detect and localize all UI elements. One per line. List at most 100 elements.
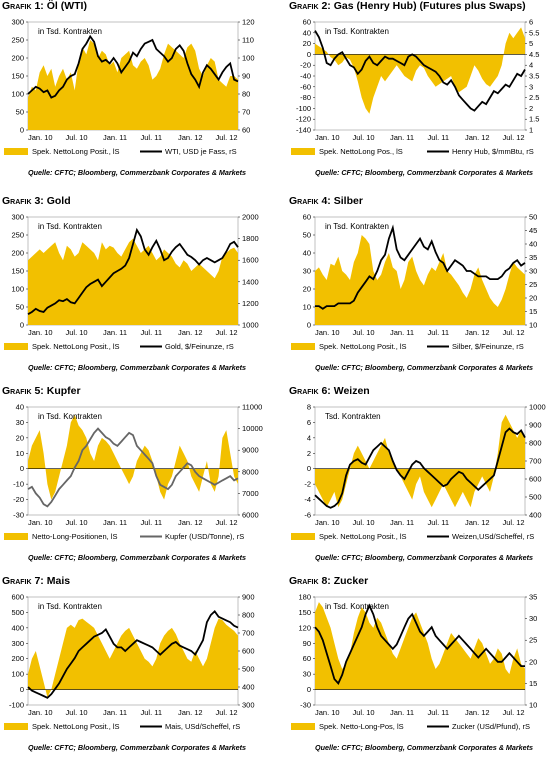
x-axis-tick-label: Jan. 10	[28, 708, 53, 717]
chart-panel-7: Grafik 7: Mais -100 0 100 200 300 400 500 600 300…	[0, 575, 270, 765]
left-axis-tick-label: 300	[11, 639, 24, 648]
right-axis-tick-label: 70	[242, 108, 250, 117]
x-axis-tick-label: Jan. 10	[315, 518, 340, 527]
x-axis-tick-label: Jul. 11	[141, 328, 163, 337]
left-axis-tick-label: 6	[307, 418, 311, 427]
chart-title: Grafik 2: Gas (Henry Hub) (Futures plus …	[289, 0, 526, 12]
right-axis-tick-label: 11000	[242, 403, 262, 412]
x-axis-tick-label: Jul. 10	[353, 708, 375, 717]
right-axis-tick-label: 110	[242, 36, 254, 45]
left-axis-tick-label: 150	[11, 72, 24, 81]
x-axis-tick-label: Jul. 11	[141, 708, 163, 717]
chart-title-text: Kupfer	[43, 385, 81, 397]
chart-panel-5: Grafik 5: Kupfer -30 -20 -10 0 10 20 30 40 6000 70…	[0, 385, 270, 575]
x-axis-tick-label: Jul. 11	[428, 518, 450, 527]
right-axis-tick-label: 25	[529, 636, 537, 645]
chart-title: Grafik 3: Gold	[2, 195, 71, 207]
x-axis-tick-label: Jul. 10	[66, 133, 88, 142]
chart-panel-8: Grafik 8: Zucker -30 0 30 60 90 120 150 180 10 15 2…	[287, 575, 557, 765]
left-axis-tick-label: -30	[13, 511, 24, 520]
right-axis-tick-label: 30	[529, 267, 537, 276]
chart-svg: 0 50 100 150 200 250 300 60 70 80 90 100 110 120 Jan. …	[4, 18, 255, 156]
left-axis-tick-label: 2	[307, 449, 311, 458]
left-axis-tick-label: 150	[11, 267, 24, 276]
legend-label-line: Weizen,USd/Scheffel, rS	[452, 532, 534, 541]
x-axis-tick-label: Jan. 10	[315, 133, 340, 142]
right-axis-tick-label: 1600	[242, 256, 259, 265]
chart-svg: -6 -4 -2 0 2 4 6 8 400 500 600 700 800 900 1000 Jan. 10…	[291, 403, 546, 541]
chart-title-prefix: Grafik 8:	[289, 575, 331, 587]
area-series-net-long	[315, 235, 525, 325]
right-axis-tick-label: 90	[242, 72, 250, 81]
left-axis-tick-label: -60	[300, 82, 311, 91]
legend-swatch-area	[291, 148, 315, 155]
left-axis-tick-label: -2	[304, 480, 311, 489]
chart-title: Grafik 4: Silber	[289, 195, 363, 207]
units-note: in Tsd. Kontrakten	[325, 602, 389, 611]
left-axis-tick-label: 8	[307, 403, 311, 412]
legend-label-area: Netto-Long-Positionen, lS	[32, 532, 117, 541]
x-axis-tick-label: Jan. 12	[178, 328, 203, 337]
x-axis-tick-label: Jan. 11	[103, 708, 127, 717]
right-axis-tick-label: 2	[529, 104, 533, 113]
source-note: Quelle: CFTC; Bloomberg, Commerzbank Cor…	[28, 168, 247, 177]
right-axis-tick-label: 400	[242, 683, 255, 692]
right-axis-tick-label: 4	[529, 61, 533, 70]
right-axis-tick-label: 45	[529, 226, 537, 235]
left-axis-tick-label: 60	[303, 18, 311, 27]
x-axis-tick-label: Jan. 11	[390, 328, 414, 337]
right-axis-tick-label: 10000	[242, 424, 263, 433]
left-axis-tick-label: 400	[11, 623, 24, 632]
x-axis-tick-label: Jul. 12	[216, 518, 238, 527]
left-axis-tick-label: -140	[296, 126, 311, 135]
left-axis-tick-label: 0	[20, 126, 24, 135]
right-axis-tick-label: 3.5	[529, 72, 539, 81]
x-axis-tick-label: Jul. 11	[428, 328, 450, 337]
x-axis-tick-label: Jul. 10	[66, 328, 88, 337]
left-axis-tick-label: 200	[11, 654, 24, 663]
x-axis-tick-label: Jul. 11	[141, 133, 163, 142]
left-axis-tick-label: -20	[13, 495, 24, 504]
x-axis-tick-label: Jan. 10	[315, 708, 340, 717]
left-axis-tick-label: 0	[20, 464, 24, 473]
legend-label-line: WTI, USD je Fass, rS	[165, 147, 237, 156]
source-note: Quelle: CFTC; Bloomberg, Commerzbank Cor…	[315, 168, 534, 177]
legend-swatch-area	[4, 723, 28, 730]
right-axis-tick-label: 35	[529, 593, 537, 602]
area-series-net-long	[28, 40, 238, 130]
left-axis-tick-label: 0	[20, 321, 24, 330]
x-axis-tick-label: Jul. 10	[66, 518, 88, 527]
left-axis-tick-label: -6	[304, 511, 311, 520]
legend-label-line: Henry Hub, $/mmBtu, rS	[452, 147, 534, 156]
right-axis-tick-label: 1400	[242, 277, 259, 286]
left-axis-tick-label: 0	[307, 685, 311, 694]
right-axis-tick-label: 5.5	[529, 28, 539, 37]
legend-label-line: Silber, $/Feinunze, rS	[452, 342, 524, 351]
right-axis-tick-label: 500	[529, 493, 542, 502]
chart-title-prefix: Grafik 5:	[2, 385, 44, 397]
left-axis-tick-label: 30	[303, 670, 311, 679]
left-axis-tick-label: 10	[303, 303, 311, 312]
right-axis-tick-label: 1.5	[529, 115, 539, 124]
x-axis-tick-label: Jan. 12	[465, 708, 490, 717]
line-series-price	[27, 610, 239, 699]
right-axis-tick-label: 400	[529, 511, 542, 520]
right-axis-tick-label: 6000	[242, 511, 259, 520]
right-axis-tick-label: 40	[529, 240, 537, 249]
area-series-net-long	[28, 414, 238, 500]
right-axis-tick-label: 80	[242, 90, 250, 99]
x-axis-tick-label: Jan. 11	[103, 328, 127, 337]
x-axis-tick-label: Jan. 11	[390, 518, 414, 527]
x-axis-tick-label: Jan. 10	[28, 133, 53, 142]
chart-title-prefix: Grafik 1:	[2, 0, 44, 12]
area-series-net-long	[28, 618, 238, 698]
right-axis-tick-label: 1000	[242, 321, 259, 330]
right-axis-tick-label: 100	[242, 54, 255, 63]
line-series-price	[314, 30, 526, 112]
source-note: Quelle: CFTC; Bloomberg, Commerzbank Cor…	[315, 553, 534, 562]
left-axis-tick-label: 200	[11, 249, 24, 258]
units-note: in Tsd. Kontrakten	[325, 27, 389, 36]
legend-label-area: Spek. NettoLong Posit., lS	[32, 342, 120, 351]
left-axis-tick-label: 20	[303, 285, 311, 294]
right-axis-tick-label: 30	[529, 614, 537, 623]
